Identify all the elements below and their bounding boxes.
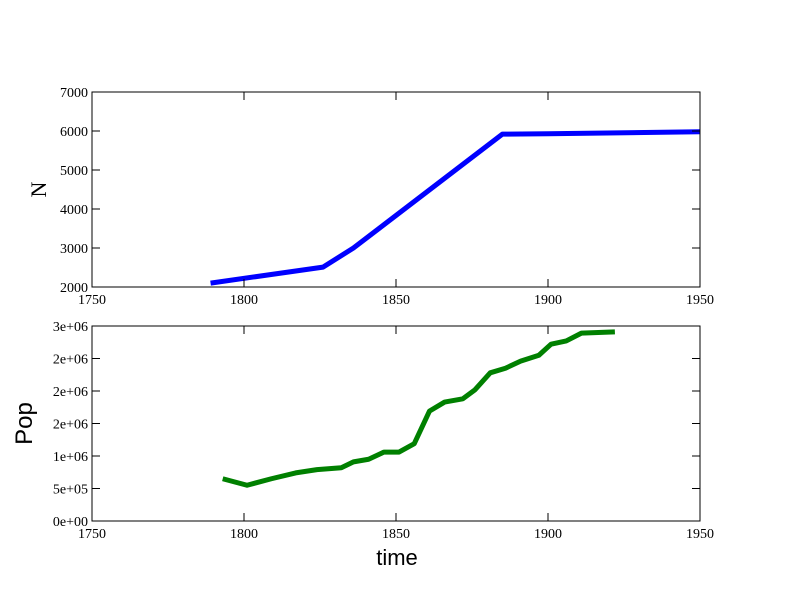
- x-tick-label: 1800: [230, 527, 258, 542]
- y-tick-label: 7000: [60, 86, 88, 101]
- y-tick-label: 1e+06: [53, 450, 88, 465]
- y-tick-label: 0e+00: [53, 515, 88, 530]
- y-tick-label: 4000: [60, 203, 88, 218]
- y-tick-label: 3000: [60, 242, 88, 257]
- y-tick-label: 2000: [60, 281, 88, 296]
- x-axis-label: time: [376, 545, 418, 570]
- x-tick-label: 1900: [534, 293, 562, 308]
- x-tick-label: 1850: [382, 293, 410, 308]
- x-tick-label: 1950: [686, 527, 714, 542]
- y-axis-label: Pop: [11, 402, 38, 445]
- y-tick-label: 3e+06: [53, 320, 88, 335]
- plot-frame: [91, 91, 701, 288]
- x-tick-label: 1850: [382, 527, 410, 542]
- x-tick-label: 1900: [534, 527, 562, 542]
- y-tick-label: 2e+06: [53, 418, 88, 433]
- x-tick-label: 1950: [686, 293, 714, 308]
- y-tick-label: 5e+05: [53, 483, 88, 498]
- x-tick-label: 1750: [78, 527, 106, 542]
- y-tick-label: 2e+06: [53, 353, 88, 368]
- y-tick-label: 2e+06: [53, 385, 88, 400]
- y-axis-label: N: [26, 181, 51, 197]
- y-tick-label: 5000: [60, 164, 88, 179]
- data-line: [210, 129, 701, 286]
- data-line: [222, 329, 615, 488]
- y-tick-label: 6000: [60, 125, 88, 140]
- plot-frame: [91, 325, 701, 522]
- x-tick-label: 1750: [78, 293, 106, 308]
- x-tick-label: 1800: [230, 293, 258, 308]
